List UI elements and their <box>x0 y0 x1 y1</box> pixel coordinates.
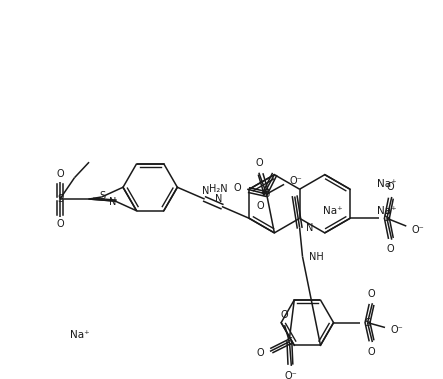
Text: O⁻: O⁻ <box>289 177 302 186</box>
Text: S: S <box>384 213 390 223</box>
Text: O: O <box>281 310 288 321</box>
Text: O⁻: O⁻ <box>412 225 424 235</box>
Text: H₂N: H₂N <box>209 184 228 194</box>
Text: O: O <box>56 219 64 229</box>
Text: Na⁺: Na⁺ <box>323 207 343 216</box>
Text: O: O <box>368 288 375 299</box>
Text: N: N <box>202 186 209 196</box>
Text: S: S <box>286 337 292 347</box>
Text: Na⁺: Na⁺ <box>377 207 397 216</box>
Text: Na⁺: Na⁺ <box>377 179 397 189</box>
Text: O: O <box>368 347 375 357</box>
Text: S: S <box>365 318 371 327</box>
Text: O: O <box>234 183 241 193</box>
Text: O: O <box>387 182 395 192</box>
Text: S: S <box>264 189 270 199</box>
Text: O: O <box>255 158 263 168</box>
Text: O: O <box>387 244 395 254</box>
Text: N: N <box>215 194 223 204</box>
Text: O: O <box>56 169 64 179</box>
Text: O⁻: O⁻ <box>285 371 298 379</box>
Text: S: S <box>57 194 63 204</box>
Text: Na⁺: Na⁺ <box>70 330 89 340</box>
Text: O: O <box>256 348 264 358</box>
Text: N: N <box>306 222 313 233</box>
Text: S: S <box>100 191 106 201</box>
Text: NH: NH <box>309 252 323 262</box>
Text: O⁻: O⁻ <box>390 326 403 335</box>
Text: N: N <box>109 197 116 207</box>
Text: O: O <box>257 201 264 211</box>
